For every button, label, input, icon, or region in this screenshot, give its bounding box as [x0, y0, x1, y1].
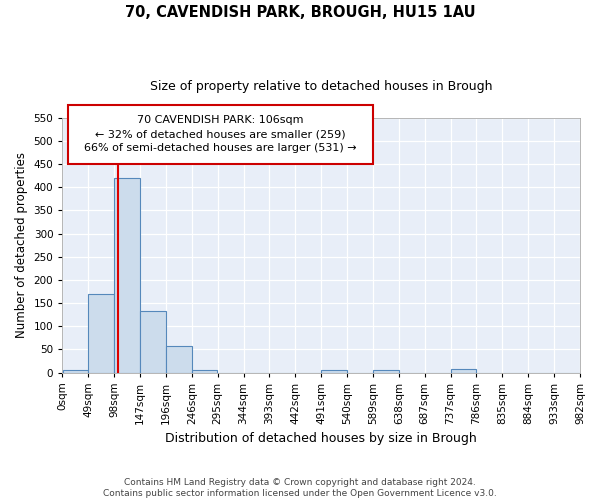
- Bar: [62, 370, 88, 372]
- Bar: [373, 370, 398, 372]
- Bar: [140, 312, 166, 372]
- Text: Contains HM Land Registry data © Crown copyright and database right 2024.
Contai: Contains HM Land Registry data © Crown c…: [103, 478, 497, 498]
- Title: Size of property relative to detached houses in Brough: Size of property relative to detached ho…: [150, 80, 493, 93]
- X-axis label: Distribution of detached houses by size in Brough: Distribution of detached houses by size …: [165, 432, 477, 445]
- Bar: [192, 370, 217, 372]
- Bar: [166, 346, 191, 372]
- Text: 70, CAVENDISH PARK, BROUGH, HU15 1AU: 70, CAVENDISH PARK, BROUGH, HU15 1AU: [125, 5, 475, 20]
- Bar: [451, 369, 476, 372]
- Bar: [115, 178, 140, 372]
- Bar: [322, 370, 347, 372]
- Bar: [88, 294, 114, 372]
- Y-axis label: Number of detached properties: Number of detached properties: [15, 152, 28, 338]
- Text: 70 CAVENDISH PARK: 106sqm
← 32% of detached houses are smaller (259)
66% of semi: 70 CAVENDISH PARK: 106sqm ← 32% of detac…: [84, 116, 356, 154]
